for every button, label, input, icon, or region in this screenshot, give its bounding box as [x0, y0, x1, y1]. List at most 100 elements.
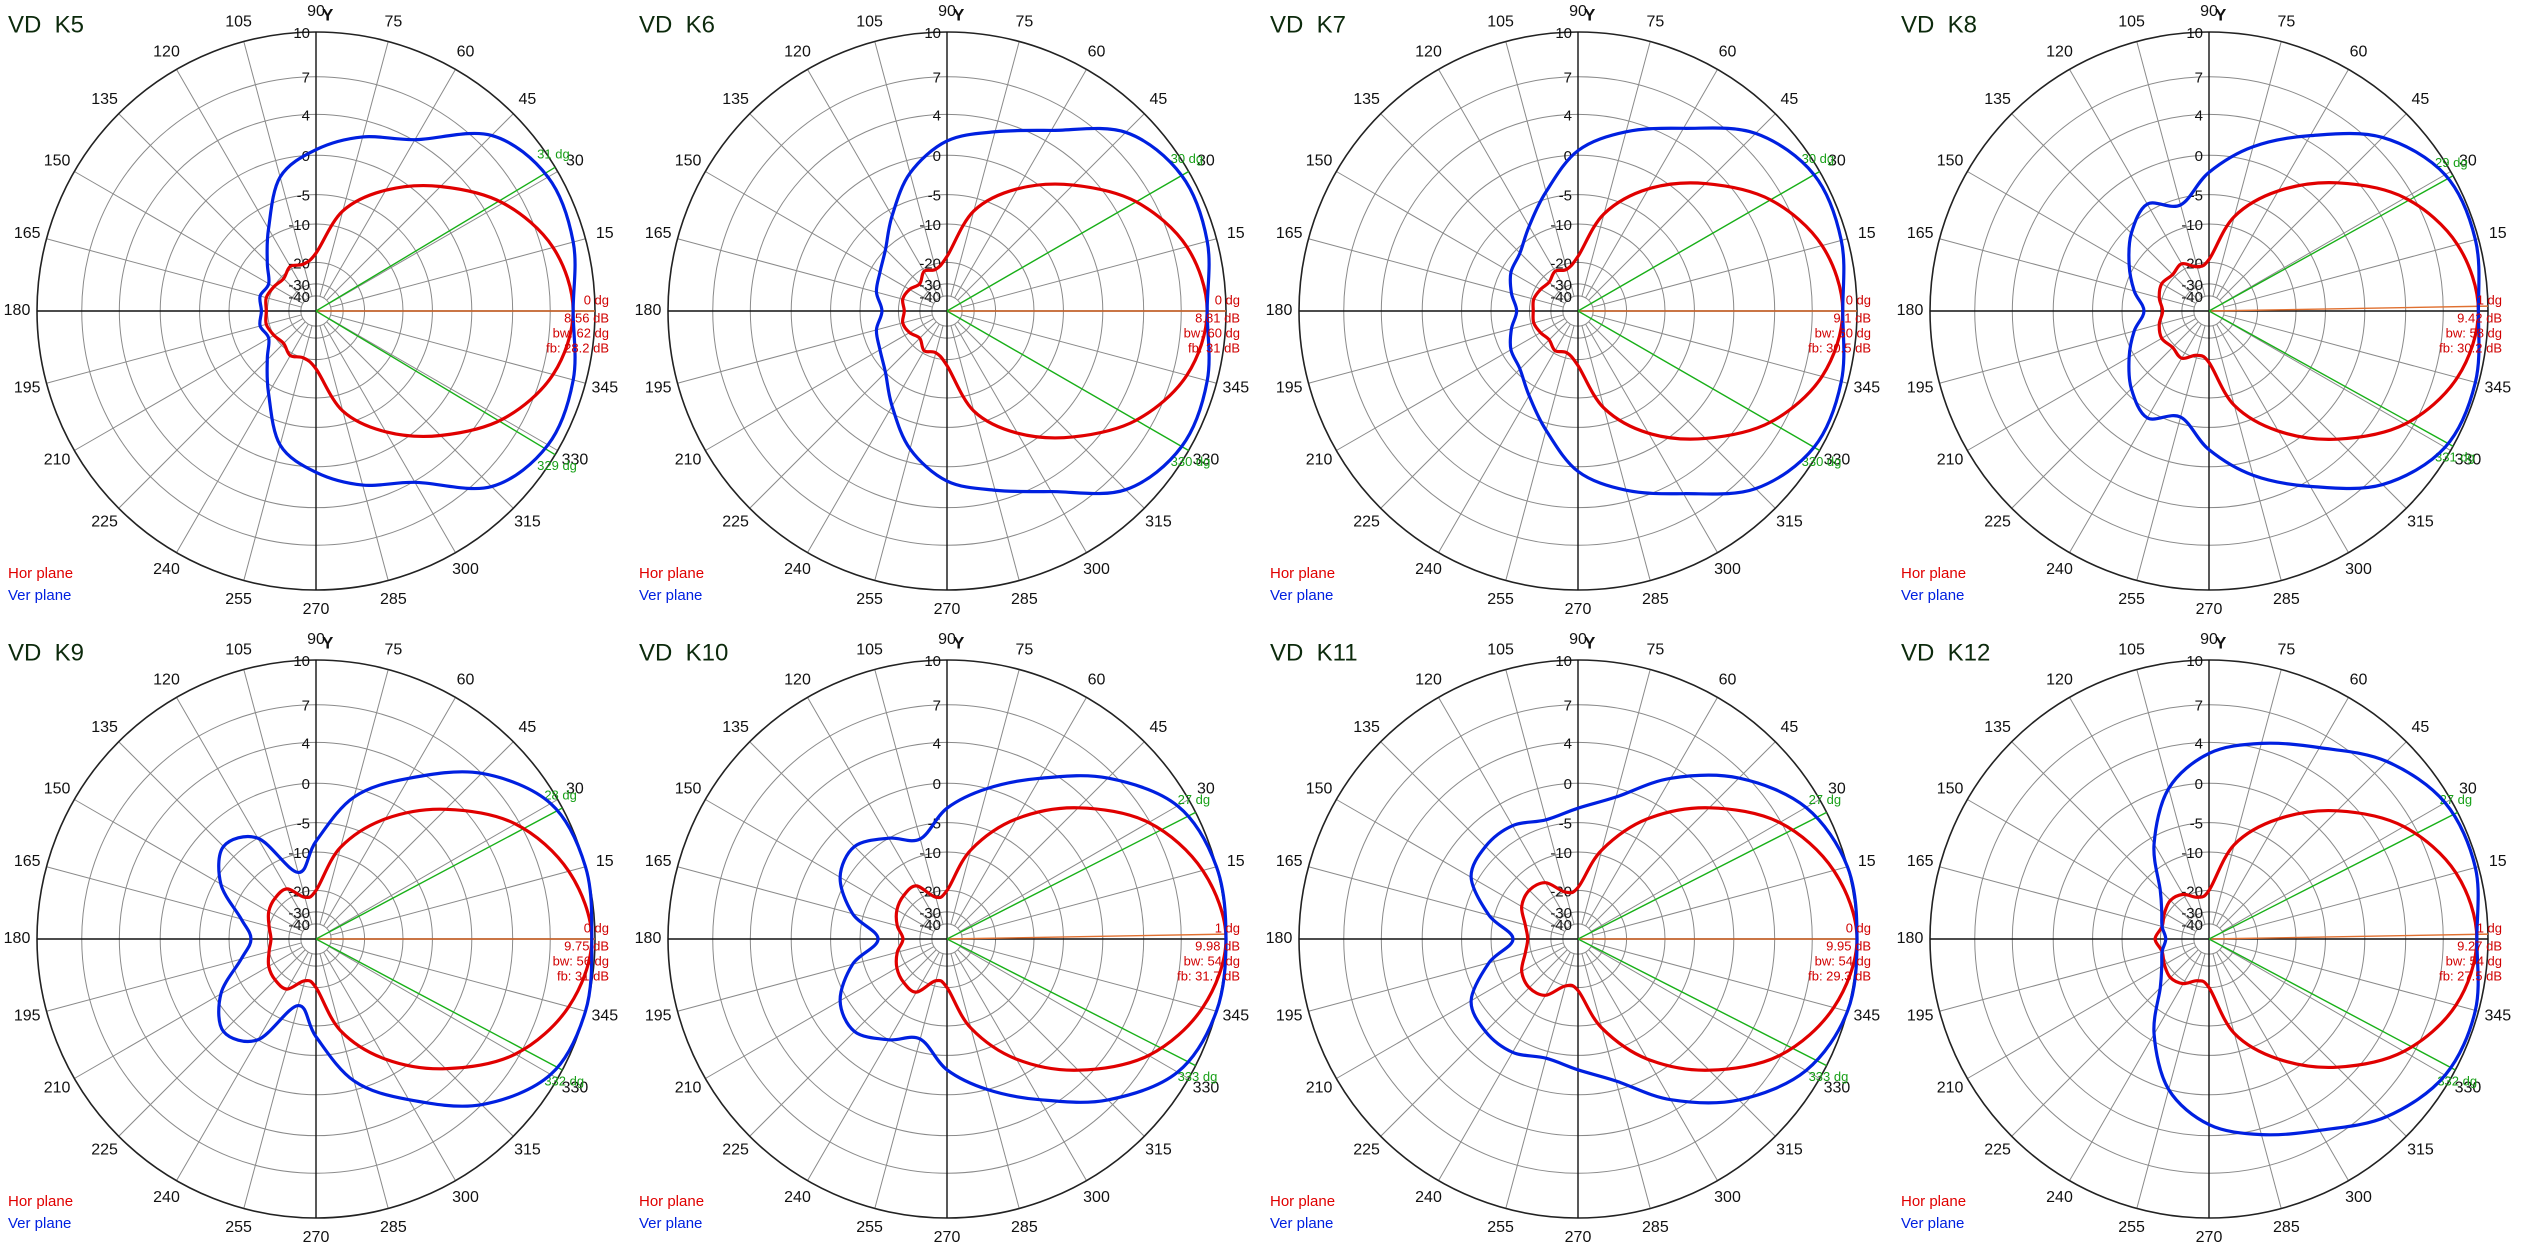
spoke-grid-line [1308, 866, 1564, 936]
angle-tick-label: 30 [2459, 781, 2477, 798]
angle-tick-label: 285 [1642, 591, 1669, 608]
spoke-grid-line [328, 171, 558, 304]
angle-tick-label: 270 [303, 601, 330, 618]
beamwidth-line [946, 310, 1189, 452]
angle-tick-label: 135 [1984, 91, 2011, 108]
angle-tick-label: 90 [938, 631, 956, 648]
angle-tick-label: 45 [1150, 719, 1168, 736]
radial-tick-label: 10 [293, 653, 310, 670]
angle-tick-label: 195 [1276, 380, 1303, 397]
spoke-grid-line [2011, 741, 2199, 929]
radial-tick-label: 7 [2195, 698, 2203, 715]
spoke-grid-line [2212, 325, 2282, 581]
angle-tick-label: 90 [1569, 631, 1587, 648]
pattern-info: fb: 29.3 dB [1808, 968, 1871, 983]
max-direction-label: 1 dg [2477, 920, 2502, 935]
radial-tick-label: -40 [1550, 289, 1572, 306]
radial-tick-label: 4 [933, 735, 941, 752]
spoke-grid-line [323, 697, 456, 927]
radial-tick-label: -30 [1550, 277, 1572, 294]
angle-tick-label: 60 [457, 43, 475, 60]
angle-tick-label: 285 [1011, 1219, 1038, 1236]
spoke-grid-line [323, 951, 456, 1181]
angle-tick-label: 270 [1565, 1229, 1592, 1246]
axis-label: Y [322, 5, 334, 24]
radial-tick-label: 4 [1564, 107, 1572, 124]
spoke-grid-line [319, 325, 389, 581]
legend-entry: Hor plane [1270, 565, 1335, 582]
legend-entry: Hor plane [639, 1193, 704, 1210]
spoke-grid-line [2223, 866, 2479, 936]
beamwidth-line [2208, 811, 2458, 940]
beamwidth-label: 27 dg [1178, 792, 1211, 807]
angle-tick-label: 45 [2412, 719, 2430, 736]
angle-tick-label: 270 [2196, 1229, 2223, 1246]
radial-tick-label: 10 [924, 25, 941, 42]
angle-tick-label: 165 [14, 853, 41, 870]
spoke-grid-line [961, 238, 1217, 308]
spoke-grid-line [2219, 113, 2407, 301]
angle-tick-label: 225 [1984, 514, 2011, 531]
angle-tick-label: 120 [2046, 671, 2073, 688]
angle-tick-label: 30 [1197, 153, 1215, 170]
radial-tick-label: -10 [919, 217, 941, 234]
beamwidth-line [2208, 175, 2454, 312]
spoke-grid-line [74, 946, 304, 1079]
spoke-grid-line [1380, 321, 1568, 509]
spoke-grid-line [1308, 314, 1564, 384]
angle-tick-label: 45 [519, 719, 537, 736]
spoke-grid-line [1585, 323, 1718, 553]
spoke-grid-line [1438, 951, 1571, 1181]
angle-tick-label: 30 [566, 153, 584, 170]
polar-chart: 15 30 45 60 75 90 105 120 135 150 165 180 195 210 225 2… [635, 631, 1250, 1246]
angle-tick-label: 210 [1306, 452, 1333, 469]
angle-tick-label: 15 [1227, 853, 1245, 870]
angle-tick-label: 225 [91, 514, 118, 531]
angle-tick-label: 240 [784, 561, 811, 578]
angle-tick-label: 30 [2459, 153, 2477, 170]
spoke-grid-line [961, 314, 1217, 384]
spoke-grid-line [118, 949, 306, 1137]
spoke-grid-line [118, 741, 306, 929]
radial-tick-label: -40 [288, 917, 310, 934]
angle-tick-label: 180 [1897, 930, 1924, 947]
pattern-info: fb: 31 dB [557, 968, 609, 983]
spoke-grid-line [1592, 314, 1848, 384]
legend-entry: Ver plane [8, 587, 71, 604]
angle-tick-label: 330 [1193, 452, 1220, 469]
radial-tick-label: 7 [933, 698, 941, 715]
angle-tick-label: 240 [153, 561, 180, 578]
spoke-grid-line [677, 942, 933, 1012]
radial-tick-label: -10 [2181, 845, 2203, 862]
legend-entry: Hor plane [8, 1193, 73, 1210]
spoke-grid-line [2011, 113, 2199, 301]
angle-tick-label: 135 [722, 719, 749, 736]
angle-tick-label: 315 [2407, 514, 2434, 531]
angle-tick-label: 105 [225, 13, 252, 30]
radial-tick-label: -30 [919, 277, 941, 294]
chart-title: VD K7 [1270, 11, 1346, 38]
chart-title: VD K6 [639, 11, 715, 38]
spoke-grid-line [1967, 799, 2197, 932]
radial-tick-label: 7 [302, 70, 310, 87]
pattern-info: bw: 56 dg [553, 953, 609, 968]
radial-tick-label: -10 [919, 845, 941, 862]
spoke-grid-line [961, 866, 1217, 936]
radial-tick-label: 4 [2195, 735, 2203, 752]
legend-entry: Ver plane [1270, 1215, 1333, 1232]
angle-tick-label: 75 [1646, 13, 1664, 30]
spoke-grid-line [2069, 697, 2202, 927]
angle-tick-label: 45 [1781, 91, 1799, 108]
radial-tick-label: 0 [933, 776, 941, 793]
chart-title: VD K10 [639, 639, 728, 666]
radial-tick-label: -5 [297, 816, 310, 833]
beamwidth-label: 28 dg [544, 787, 577, 802]
legend-entry: Ver plane [639, 587, 702, 604]
spoke-grid-line [326, 113, 514, 301]
beamwidth-label: 330 dg [1802, 454, 1842, 469]
spoke-grid-line [874, 41, 944, 297]
spoke-grid-line [2221, 171, 2451, 304]
spoke-grid-line [2219, 949, 2407, 1137]
max-direction-line [2208, 933, 2488, 940]
angle-tick-label: 210 [44, 1080, 71, 1097]
